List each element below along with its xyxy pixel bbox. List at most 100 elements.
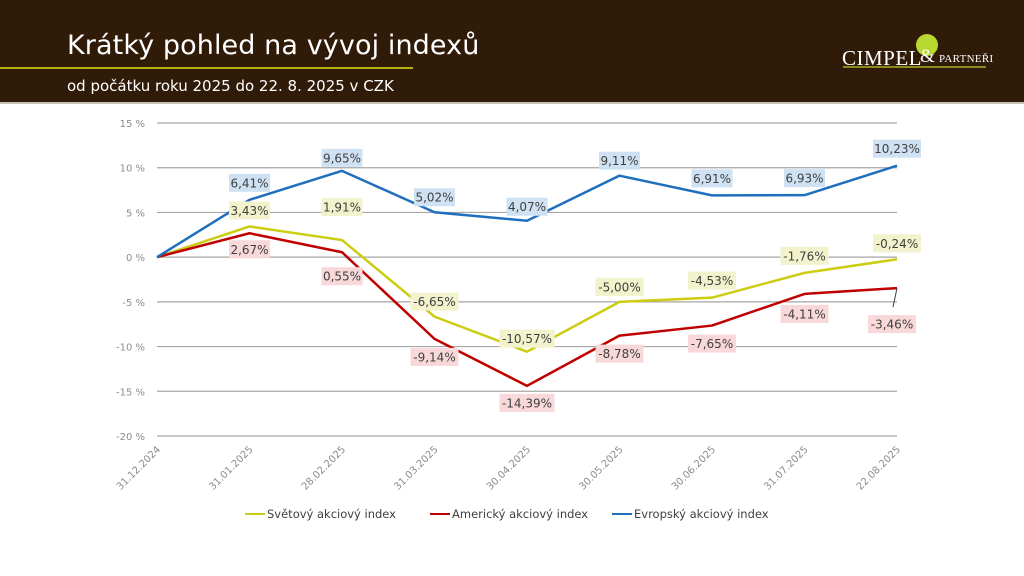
data-label: -5,00%	[595, 277, 644, 296]
data-label: 6,93%	[784, 169, 825, 188]
data-label-text: -9,14%	[413, 350, 455, 364]
data-label-text: 1,91%	[323, 201, 361, 215]
data-label: 5,02%	[414, 188, 455, 207]
data-label-text: 3,43%	[230, 204, 268, 218]
data-label: -0,24%	[873, 234, 921, 253]
y-tick-label: -20 %	[116, 432, 145, 443]
series-line	[156, 232, 898, 388]
y-axis-ticks: 15 % 10 % 5 % 0 % -5 % -10 % -15 % -20 %	[116, 119, 145, 443]
data-label-text: -14,39%	[502, 396, 552, 410]
data-label: -9,14%	[410, 347, 459, 366]
data-label-text: 6,91%	[693, 172, 731, 186]
data-label-bg	[599, 151, 640, 170]
series-line	[156, 164, 898, 259]
data-label: 3,43%	[229, 201, 270, 220]
data-label-text: -4,53%	[691, 274, 733, 288]
leaf-logo-icon	[916, 34, 938, 56]
legend-label: Světový akciový index	[267, 507, 396, 521]
data-label-bg	[506, 197, 548, 216]
data-label-bg	[321, 198, 363, 217]
data-label-text: -5,00%	[598, 280, 640, 294]
series-line	[156, 225, 898, 353]
data-label-bg	[780, 304, 829, 323]
data-label-text: 6,41%	[230, 176, 268, 190]
legend-swatch	[612, 512, 632, 516]
data-label-bg	[229, 201, 270, 220]
data-label-bg	[688, 271, 736, 290]
slide-header: Krátký pohled na vývoj indexů od počátku…	[0, 0, 1024, 102]
data-label: 1,91%	[321, 198, 363, 217]
data-label: 0,55%	[321, 267, 363, 286]
data-label-bg	[410, 292, 459, 311]
data-label-text: -6,65%	[413, 295, 455, 309]
data-label-bg	[229, 240, 270, 259]
legend-item: Evropský akciový index	[612, 507, 769, 521]
data-label: -7,65%	[688, 334, 736, 353]
data-label-bg	[873, 139, 921, 158]
x-tick-label: 22.08.2025	[855, 444, 903, 492]
label-leader-line	[892, 287, 898, 308]
data-label-text: -8,78%	[598, 347, 640, 361]
data-label-text: 10,23%	[874, 142, 920, 156]
x-tick-label: 31.12.2024	[115, 444, 163, 492]
data-label-bg	[499, 393, 555, 412]
data-label-text: 6,93%	[785, 172, 823, 186]
logo-underline	[843, 66, 986, 68]
x-tick-label: 30.04.2025	[485, 444, 533, 492]
data-labels: 3,43% 1,91% -6,65% -10,57% -5,00% -4,53% -1,76…	[229, 139, 921, 412]
y-tick-label: 5 %	[126, 208, 145, 219]
data-label-bg	[868, 315, 916, 334]
data-label: -1,76%	[780, 246, 829, 265]
data-label-text: 9,65%	[323, 151, 361, 165]
data-label-text: -1,76%	[783, 249, 825, 263]
data-label-text: -3,46%	[871, 318, 913, 332]
data-label-bg	[321, 148, 363, 167]
y-tick-label: -15 %	[116, 387, 145, 398]
data-label: 9,11%	[599, 151, 640, 170]
chart-legend: Světový akciový index Americký akciový in…	[0, 507, 1024, 525]
y-tick-label: 0 %	[126, 253, 145, 264]
data-label: 4,07%	[506, 197, 548, 216]
data-label-text: 5,02%	[415, 191, 453, 205]
data-label-text: -7,65%	[691, 337, 733, 351]
logo-ampersand: &	[920, 46, 935, 67]
data-label-bg	[780, 246, 829, 265]
data-label-bg	[229, 173, 270, 192]
x-tick-label: 31.01.2025	[207, 444, 255, 492]
data-label-text: -0,24%	[876, 237, 918, 251]
data-label-text: 0,55%	[323, 270, 361, 284]
legend-item: Světový akciový index	[245, 507, 396, 521]
x-tick-label: 31.07.2025	[762, 444, 810, 492]
data-label-bg	[321, 267, 363, 286]
y-tick-label: -5 %	[122, 298, 145, 309]
header-divider	[0, 102, 1024, 104]
data-label-bg	[414, 188, 455, 207]
legend-item: Americký akciový index	[430, 507, 588, 521]
data-label: -4,53%	[688, 271, 736, 290]
y-tick-label: 10 %	[120, 164, 145, 175]
x-tick-label: 31.03.2025	[392, 444, 440, 492]
data-label-bg	[499, 329, 555, 348]
title-underline	[0, 67, 413, 69]
data-label: 9,65%	[321, 148, 363, 167]
logo-subname: PARTNEŘI	[939, 53, 994, 65]
data-label: -14,39%	[499, 393, 555, 412]
data-label: 2,67%	[229, 240, 270, 259]
data-label: -10,57%	[499, 329, 555, 348]
data-label-text: -4,11%	[783, 307, 825, 321]
x-axis-ticks: 31.12.2024 31.01.2025 28.02.2025 31.03.2025…	[115, 444, 903, 492]
data-label-bg	[410, 347, 459, 366]
legend-swatch	[430, 512, 450, 516]
data-label: 10,23%	[873, 139, 921, 158]
x-tick-label: 30.05.2025	[577, 444, 625, 492]
y-tick-label: 15 %	[120, 119, 145, 130]
data-label: 6,91%	[691, 169, 733, 188]
page-subtitle: od počátku roku 2025 do 22. 8. 2025 v CZ…	[67, 77, 394, 95]
data-label-text: 2,67%	[230, 243, 268, 257]
data-label-bg	[595, 277, 644, 296]
data-label-bg	[784, 169, 825, 188]
data-label-text: 9,11%	[600, 154, 638, 168]
x-tick-label: 30.06.2025	[670, 444, 718, 492]
data-label-bg	[691, 169, 733, 188]
